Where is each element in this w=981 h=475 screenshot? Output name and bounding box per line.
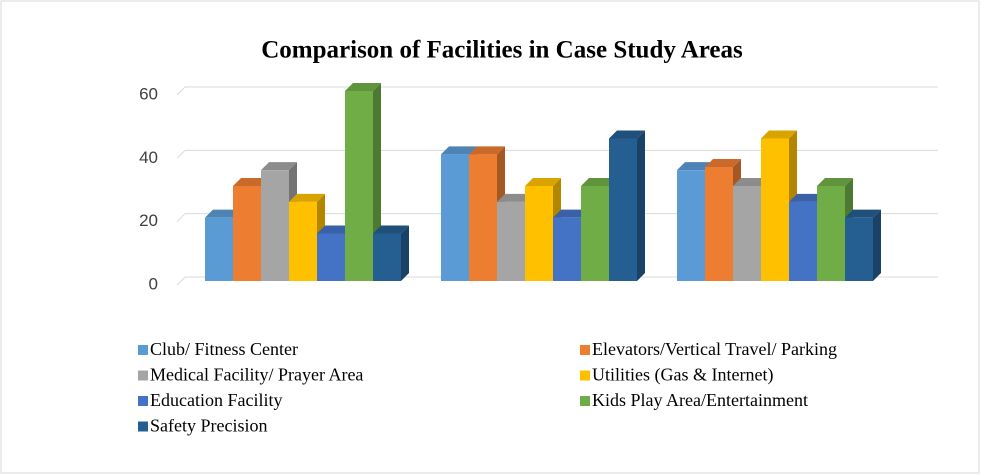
- bar-top: [441, 146, 477, 155]
- legend-label: Kids Play Area/Entertainment: [592, 390, 808, 410]
- bar-top: [317, 225, 353, 234]
- legend-swatch: [138, 345, 148, 355]
- bar-top: [373, 225, 409, 234]
- bar-top: [609, 130, 645, 139]
- bar-top: [845, 209, 881, 218]
- bar: [817, 186, 845, 281]
- legend-swatch: [138, 421, 148, 432]
- y-tick-label: 20: [139, 211, 158, 230]
- y-tick-label: 0: [149, 274, 158, 293]
- chart-title: Comparison of Facilities in Case Study A…: [261, 37, 743, 64]
- legend-swatch: [580, 345, 590, 355]
- bar: [345, 91, 373, 281]
- bar: [373, 233, 401, 281]
- legend-label: Elevators/Vertical Travel/ Parking: [592, 339, 837, 359]
- grid-line: [176, 86, 186, 96]
- bar-top: [497, 193, 533, 202]
- bar-top: [261, 162, 297, 171]
- bar-top: [817, 178, 853, 186]
- grid-line: [176, 149, 186, 159]
- bar: [525, 186, 553, 281]
- bar: [609, 138, 637, 281]
- bar-top: [733, 178, 769, 186]
- bar-side: [873, 209, 881, 281]
- legend-label: Education Facility: [150, 390, 282, 410]
- legend-label: Club/ Fitness Center: [150, 339, 298, 359]
- bar-top: [705, 159, 741, 167]
- bar: [261, 170, 289, 281]
- bar-top: [233, 178, 269, 186]
- y-tick-label: 40: [139, 148, 158, 167]
- bar: [677, 170, 705, 281]
- legend-label: Safety Precision: [150, 416, 267, 436]
- bar: [233, 186, 261, 281]
- bar-side: [637, 130, 645, 281]
- legend-swatch: [580, 370, 590, 381]
- bar-side: [401, 225, 409, 281]
- bar: [733, 186, 761, 281]
- bar: [497, 201, 525, 281]
- bar-top: [581, 178, 617, 186]
- bar: [789, 201, 817, 281]
- legend-label: Medical Facility/ Prayer Area: [150, 365, 363, 385]
- bar: [289, 201, 317, 281]
- bar-top: [345, 83, 381, 91]
- bar: [441, 154, 469, 281]
- y-tick-label: 60: [139, 84, 158, 103]
- bar-top: [677, 162, 713, 171]
- bar: [581, 186, 609, 281]
- legend-label: Utilities (Gas & Internet): [592, 365, 773, 386]
- bar-top: [761, 130, 797, 139]
- bar-top: [289, 193, 325, 202]
- bar: [469, 154, 497, 281]
- bar-top: [525, 178, 561, 186]
- grid-line: [176, 213, 186, 223]
- bar: [205, 217, 233, 281]
- bar: [761, 138, 789, 281]
- legend-swatch: [138, 396, 148, 406]
- bar-top: [469, 146, 505, 155]
- bar-top: [553, 209, 589, 218]
- bar: [845, 217, 873, 281]
- bar: [553, 217, 581, 281]
- bar: [317, 233, 345, 281]
- legend-swatch: [138, 370, 148, 381]
- grid-line: [176, 276, 186, 286]
- bar-top: [789, 193, 825, 202]
- bar: [705, 167, 733, 281]
- bar-top: [205, 209, 241, 218]
- legend-swatch: [580, 396, 590, 406]
